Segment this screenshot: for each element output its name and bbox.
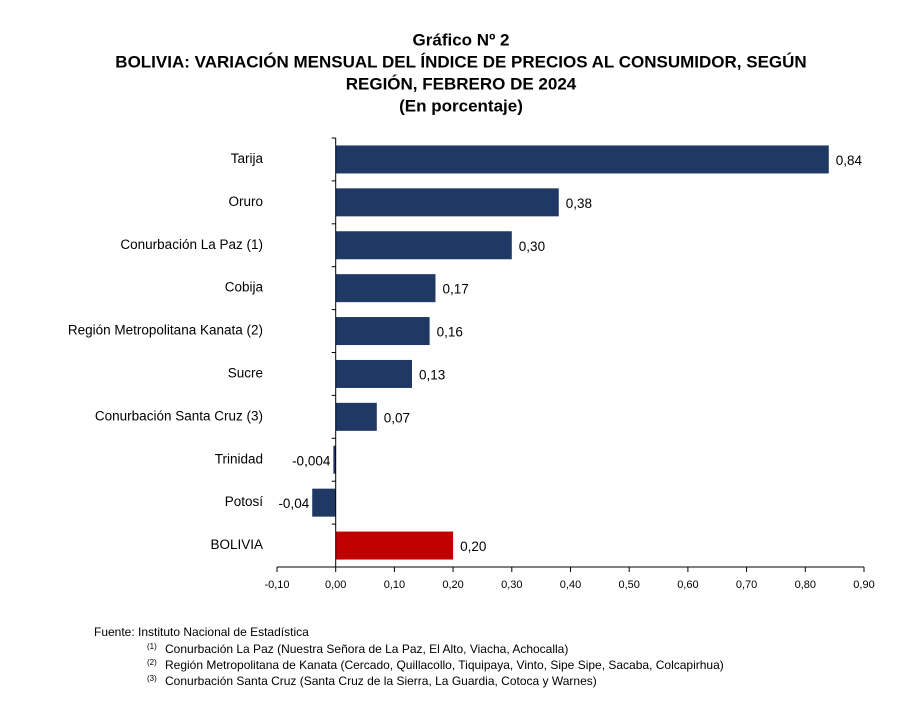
value-label: 0,20 bbox=[460, 539, 486, 554]
note-text: Conurbación La Paz (Nuestra Señora de La… bbox=[165, 642, 568, 656]
value-label: 0,07 bbox=[384, 410, 410, 425]
y-tick-label: Trinidad bbox=[215, 451, 263, 466]
value-label: 0,16 bbox=[437, 325, 463, 340]
y-tick-label: Tarija bbox=[231, 151, 264, 166]
note-text: Conurbación Santa Cruz (Santa Cruz de la… bbox=[165, 674, 597, 688]
x-tick-label: 0,30 bbox=[501, 579, 522, 591]
x-tick-label: 0,80 bbox=[795, 579, 816, 591]
value-label: 0,38 bbox=[566, 196, 592, 211]
x-tick-label: -0,10 bbox=[264, 579, 289, 591]
y-tick-label: Cobija bbox=[225, 280, 264, 295]
bar bbox=[335, 317, 430, 346]
note-marker: (2) bbox=[147, 658, 157, 667]
value-label: 0,13 bbox=[419, 368, 445, 383]
chart-title: Gráfico Nº 2 bbox=[413, 30, 510, 49]
bar bbox=[335, 231, 512, 260]
value-label: 0,84 bbox=[836, 153, 863, 168]
y-tick-label: BOLIVIA bbox=[210, 537, 263, 552]
y-tick-label: Sucre bbox=[228, 366, 263, 381]
x-tick-label: 0,40 bbox=[560, 579, 581, 591]
value-label: -0,04 bbox=[278, 496, 309, 511]
x-tick-label: 0,00 bbox=[325, 579, 346, 591]
x-tick-label: 0,70 bbox=[736, 579, 757, 591]
value-label: 0,30 bbox=[519, 239, 545, 254]
x-tick-label: 0,20 bbox=[442, 579, 463, 591]
bar bbox=[335, 359, 413, 388]
chart-title: REGIÓN, FEBRERO DE 2024 bbox=[346, 74, 577, 93]
value-label: -0,004 bbox=[292, 453, 331, 468]
bar bbox=[335, 145, 829, 174]
y-tick-label: Región Metropolitana Kanata (2) bbox=[68, 323, 263, 338]
note-marker: (3) bbox=[147, 674, 157, 683]
chart-title: BOLIVIA: VARIACIÓN MENSUAL DEL ÍNDICE DE… bbox=[115, 52, 806, 71]
y-tick-label: Conurbación La Paz (1) bbox=[120, 237, 263, 252]
bar bbox=[335, 188, 559, 217]
bar bbox=[333, 445, 336, 474]
bar bbox=[335, 531, 454, 560]
note-text: Región Metropolitana de Kanata (Cercado,… bbox=[165, 658, 724, 672]
x-tick-label: 0,60 bbox=[677, 579, 698, 591]
bar bbox=[335, 274, 436, 303]
x-tick-label: 0,10 bbox=[384, 579, 405, 591]
y-tick-label: Oruro bbox=[228, 194, 263, 209]
x-tick-label: 0,50 bbox=[618, 579, 639, 591]
y-tick-label: Conurbación Santa Cruz (3) bbox=[95, 408, 263, 423]
bar bbox=[312, 488, 336, 517]
x-tick-label: 0,90 bbox=[853, 579, 874, 591]
value-label: 0,17 bbox=[442, 282, 468, 297]
note-marker: (1) bbox=[147, 642, 157, 651]
source: Fuente: Instituto Nacional de Estadístic… bbox=[94, 625, 309, 639]
chart-title: (En porcentaje) bbox=[399, 96, 523, 115]
bar bbox=[335, 402, 377, 431]
y-tick-label: Potosí bbox=[225, 494, 264, 509]
